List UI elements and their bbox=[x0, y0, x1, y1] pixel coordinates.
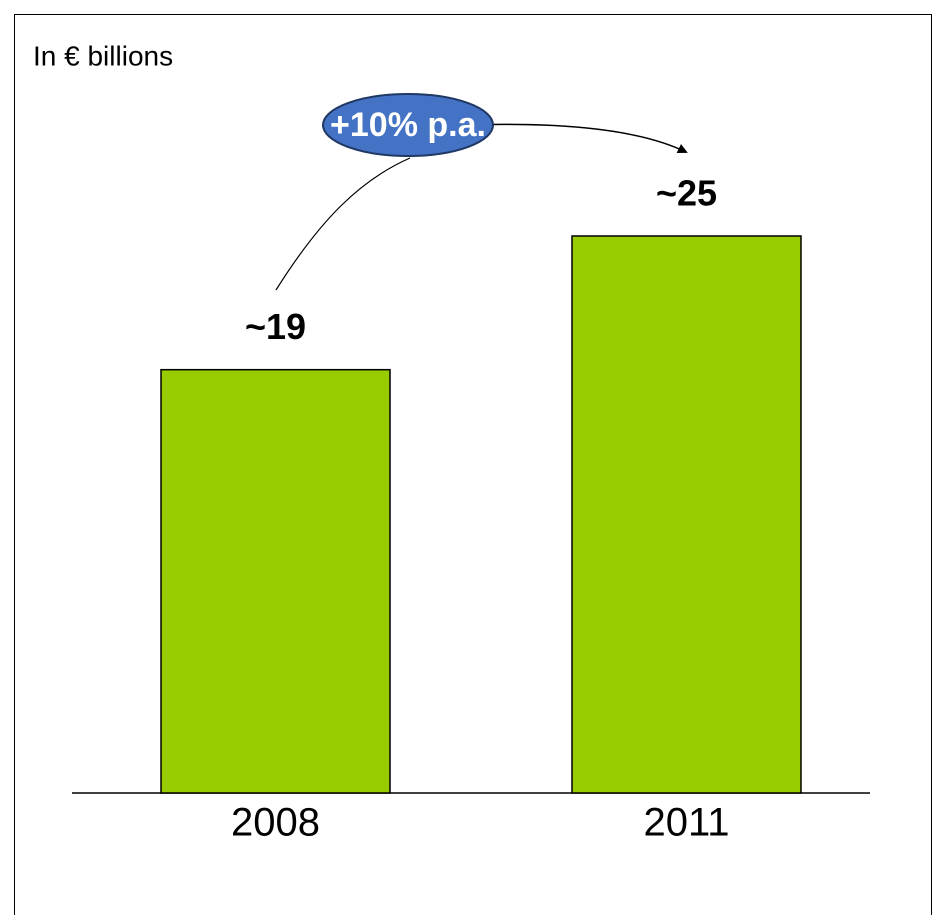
growth-curve bbox=[275, 157, 411, 291]
x-tick-label: 2008 bbox=[231, 801, 320, 845]
value-label: ~19 bbox=[245, 306, 306, 347]
annotation-bubble bbox=[322, 93, 494, 157]
value-label: ~25 bbox=[656, 173, 717, 214]
frame bbox=[14, 14, 932, 915]
growth-arrow bbox=[465, 123, 688, 154]
annotation: +10% p.a. bbox=[330, 106, 486, 144]
chart-subtitle: In € billions bbox=[33, 40, 173, 71]
bar bbox=[160, 368, 391, 794]
x-tick-label: 2011 bbox=[643, 801, 729, 845]
bar bbox=[571, 235, 802, 794]
